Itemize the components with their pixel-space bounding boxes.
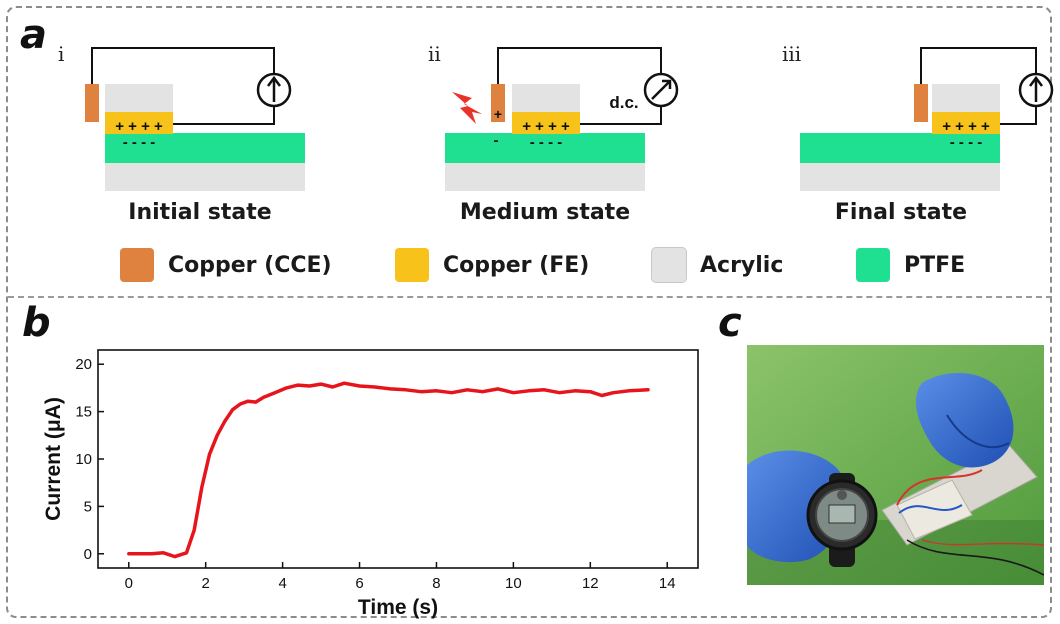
x-tick-label: 14 <box>659 575 676 592</box>
legend-acrylic: Acrylic <box>651 247 784 283</box>
legend-swatch <box>120 248 154 282</box>
legend-swatch <box>856 248 890 282</box>
ptfe-film <box>800 133 1000 163</box>
y-tick-label: 15 <box>75 404 92 421</box>
fe-positive-charges: + + + + <box>942 118 990 135</box>
x-tick-label: 2 <box>202 575 210 592</box>
ptfe-negative-charges: - - - - <box>123 134 155 151</box>
legend-label: Acrylic <box>700 252 784 278</box>
acrylic-bottom-block <box>445 163 645 191</box>
panel-a-label: a <box>20 12 47 58</box>
panel-c-label: c <box>718 300 742 346</box>
ptfe-film <box>445 133 645 163</box>
ptfe-extra-negative-charge: - <box>494 132 499 149</box>
wearable-device-photo <box>747 345 1044 585</box>
cce-positive-charge: + <box>494 106 502 122</box>
legend-swatch <box>651 247 687 283</box>
copper-fe-electrode <box>932 112 1000 134</box>
current-vs-time-chart: 0 2 4 6 8 10 12 14 0 5 10 15 20 Time (s) Current (μA… <box>42 349 699 619</box>
x-tick-label: 8 <box>432 575 440 592</box>
ptfe-film <box>105 133 305 163</box>
copper-fe-electrode <box>512 112 580 134</box>
lightning-bolt-icon <box>452 92 482 124</box>
axis-ticks: 0 2 4 6 8 10 12 14 0 5 10 15 20 <box>75 356 675 592</box>
figure-frame <box>6 6 1052 618</box>
legend-copper-fe: Copper (FE) <box>395 248 589 282</box>
acrylic-bottom-block <box>800 163 1000 191</box>
ptfe-negative-charges: - - - - <box>950 134 982 151</box>
legend-label: Copper (FE) <box>443 252 590 278</box>
y-tick-label: 10 <box>75 451 92 468</box>
current-series-line <box>127 381 650 559</box>
right-glove-hand <box>915 372 1014 468</box>
legend-label: Copper (CCE) <box>168 252 332 278</box>
acrylic-top-block <box>105 84 173 114</box>
fe-positive-charges: + + + + <box>115 118 163 135</box>
fe-positive-charges: + + + + <box>522 118 570 135</box>
legend-copper-cce: Copper (CCE) <box>120 248 332 282</box>
circuit-wire <box>91 47 275 125</box>
step-ii-diagram: d.c. + - + + + + - - - - <box>445 47 679 191</box>
step-ii-number: ii <box>428 42 441 66</box>
panel-divider <box>8 296 1052 298</box>
y-tick-label: 5 <box>84 498 92 515</box>
dc-label: d.c. <box>609 93 638 112</box>
plot-area <box>97 349 699 569</box>
step-i-number: i <box>58 42 65 66</box>
copper-cce-electrode <box>914 84 928 122</box>
legend-label: PTFE <box>904 252 966 278</box>
y-tick-label: 20 <box>75 356 92 373</box>
medium-state-label: Medium state <box>459 200 631 225</box>
x-tick-label: 12 <box>582 575 599 592</box>
y-tick-label: 0 <box>84 546 92 563</box>
x-tick-label: 4 <box>278 575 286 592</box>
x-tick-label: 0 <box>125 575 133 592</box>
legend-ptfe: PTFE <box>856 248 965 282</box>
copper-fe-electrode <box>105 112 173 134</box>
circuit-wire <box>920 47 1037 125</box>
acrylic-top-block <box>512 84 580 114</box>
final-state-label: Final state <box>834 200 968 225</box>
step-iii-number: iii <box>782 42 802 66</box>
initial-state-label: Initial state <box>128 200 272 225</box>
step-i-diagram: + + + + - - - - <box>85 47 305 191</box>
y-axis-label: Current (μA) <box>42 397 65 521</box>
x-tick-label: 10 <box>505 575 522 592</box>
x-tick-label: 6 <box>355 575 363 592</box>
copper-cce-electrode <box>85 84 99 122</box>
copper-cce-electrode <box>491 84 505 122</box>
step-iii-diagram: + + + + - - - - <box>800 47 1054 191</box>
teng-schematic: + + + + - - - - d.c. + - + + + + - - - -… <box>85 47 1054 191</box>
acrylic-top-block <box>932 84 1000 114</box>
x-axis-label: Time (s) <box>358 596 438 619</box>
circuit-wire <box>497 47 662 125</box>
legend-swatch <box>395 248 429 282</box>
acrylic-bottom-block <box>105 163 305 191</box>
ptfe-negative-charges: - - - - <box>530 134 562 151</box>
panel-b-label: b <box>22 300 51 346</box>
